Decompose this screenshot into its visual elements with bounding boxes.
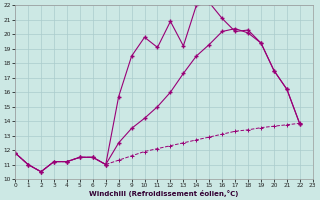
X-axis label: Windchill (Refroidissement éolien,°C): Windchill (Refroidissement éolien,°C) [89, 190, 239, 197]
